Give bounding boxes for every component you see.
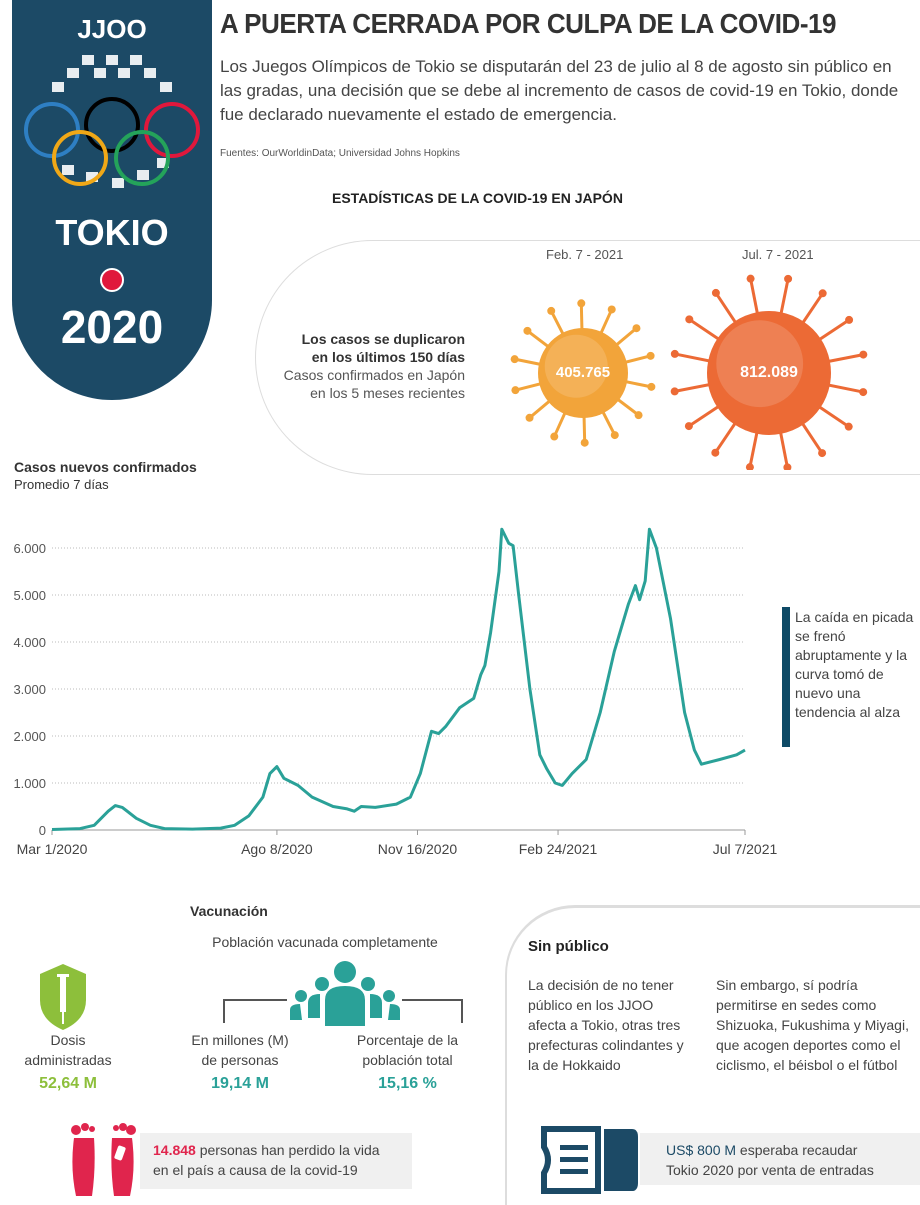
desc-2: en los 5 meses recientes bbox=[310, 385, 465, 401]
doses-label-1: Dosis bbox=[50, 1032, 86, 1048]
y-tick-label: 0 bbox=[39, 823, 46, 838]
chart-title: Casos nuevos confirmados bbox=[14, 459, 197, 475]
no-public-panel bbox=[505, 905, 920, 1205]
x-tick-label: Mar 1/2020 bbox=[17, 841, 88, 857]
people-value: 19,14 M bbox=[211, 1075, 269, 1092]
ticket-text: US$ 800 M esperaba recaudar Tokio 2020 po… bbox=[666, 1140, 874, 1180]
x-tick-label: Nov 16/2020 bbox=[378, 841, 458, 857]
pct-label-2: población total bbox=[362, 1052, 453, 1068]
olympic-ring bbox=[114, 130, 170, 186]
ticket-box bbox=[640, 1133, 920, 1185]
ticket-text-1: esperaba recaudar bbox=[736, 1142, 858, 1158]
deaths-value: 14.848 bbox=[153, 1142, 196, 1158]
logo-year: 2020 bbox=[60, 301, 164, 353]
doses-value: 52,64 M bbox=[39, 1075, 97, 1092]
cases-line-chart: 0 1.000 2.000 3.000 4.000 5.000 6.000 Mar 1/202… bbox=[13, 527, 778, 857]
doses-label: Dosis administradas bbox=[8, 1030, 128, 1070]
y-tick-label: 3.000 bbox=[13, 682, 46, 697]
stats-panel bbox=[255, 240, 920, 475]
page-title: A PUERTA CERRADA POR CULPA DE LA COVID-1… bbox=[220, 8, 837, 39]
no-public-title: Sin público bbox=[528, 938, 609, 955]
olympic-rings-icon bbox=[24, 55, 200, 188]
logo-city: TOKIO bbox=[55, 212, 169, 253]
chart-annotation: La caída en picada se frenó abruptamente… bbox=[795, 609, 914, 720]
vaccination-subtitle: Población vacunada completamente bbox=[212, 934, 438, 950]
virus-icon-jul bbox=[670, 274, 868, 470]
sources: Fuentes: OurWorldinData; Universidad Joh… bbox=[220, 148, 460, 159]
headline-1: Los casos se duplicaron bbox=[301, 331, 465, 347]
stats-title: ESTADÍSTICAS DE LA COVID-19 EN JAPÓN bbox=[332, 190, 623, 206]
ticket-value: US$ 800 M bbox=[666, 1142, 737, 1158]
x-tick-label: Feb 24/2021 bbox=[519, 841, 598, 857]
olympic-ring bbox=[144, 102, 200, 158]
people-label: En millones (M) de personas bbox=[175, 1030, 305, 1070]
virus-value-feb: 405.765 bbox=[556, 364, 610, 381]
deaths-text: 14.848 personas han perdido la vida en el… bbox=[153, 1140, 380, 1180]
y-tick-label: 5.000 bbox=[13, 588, 46, 603]
people-group-icon bbox=[223, 961, 463, 1026]
deaths-box bbox=[140, 1133, 412, 1189]
footprints-icon bbox=[71, 1123, 136, 1196]
y-tick-label: 1.000 bbox=[13, 776, 46, 791]
olympic-ring bbox=[84, 97, 140, 153]
olympic-ring bbox=[24, 102, 80, 158]
people-label-1: En millones (M) bbox=[191, 1032, 289, 1048]
cases-series-line bbox=[51, 527, 746, 831]
chart-subtitle: Promedio 7 días bbox=[14, 477, 109, 492]
deaths-text-1: personas han perdido la vida bbox=[195, 1142, 380, 1158]
x-tick-label: Jul 7/2021 bbox=[713, 841, 778, 857]
vaccination-title: Vacunación bbox=[190, 903, 268, 919]
pct-label: Porcentaje de la población total bbox=[345, 1030, 470, 1070]
ticket-text-2: Tokio 2020 por venta de entradas bbox=[666, 1162, 874, 1178]
red-sun-icon bbox=[100, 268, 124, 292]
no-public-col-2: Sin embargo, sí podría permitirse en sed… bbox=[716, 977, 909, 1073]
olympic-ring bbox=[52, 130, 108, 186]
y-tick-label: 6.000 bbox=[13, 541, 46, 556]
virus-date-feb: Feb. 7 - 2021 bbox=[546, 247, 624, 262]
pct-value: 15,16 % bbox=[378, 1075, 437, 1092]
headline-2: en los últimos 150 días bbox=[311, 349, 465, 365]
virus-date-jul: Jul. 7 - 2021 bbox=[742, 247, 814, 262]
pct-label-1: Porcentaje de la bbox=[356, 1032, 459, 1048]
virus-value-jul: 812.089 bbox=[740, 364, 798, 381]
ticket-icon bbox=[541, 1126, 638, 1194]
people-label-2: de personas bbox=[201, 1052, 279, 1068]
y-tick-label: 4.000 bbox=[13, 635, 46, 650]
desc-1: Casos confirmados en Japón bbox=[283, 367, 465, 383]
virus-graphics: 405.765 812.089 bbox=[510, 274, 868, 470]
x-tick-label: Ago 8/2020 bbox=[241, 841, 313, 857]
annotation-bar bbox=[782, 607, 790, 747]
y-tick-label: 2.000 bbox=[13, 729, 46, 744]
intro-text: Los Juegos Olímpicos de Tokio se disputa… bbox=[220, 57, 899, 124]
no-public-col-1: La decisión de no tener público en los J… bbox=[528, 977, 684, 1073]
doses-label-2: administradas bbox=[24, 1052, 112, 1068]
logo-jjoo: JJOO bbox=[77, 14, 147, 44]
virus-icon-feb bbox=[510, 299, 656, 447]
cases-doubled-note: Los casos se duplicaron en los últimos 1… bbox=[250, 330, 465, 402]
vaccine-shield-icon bbox=[40, 964, 86, 1030]
tokyo-2020-logo: JJOO TOKIO 2020 bbox=[12, 0, 212, 400]
deaths-text-2: en el país a causa de la covid-19 bbox=[153, 1162, 358, 1178]
